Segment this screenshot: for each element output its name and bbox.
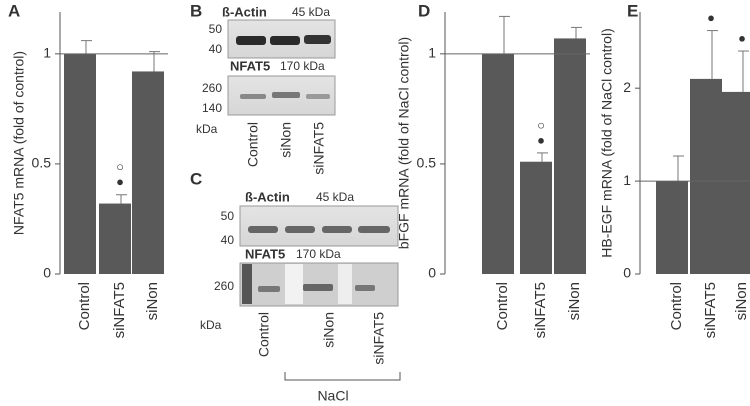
- panel-letter: A: [8, 1, 20, 20]
- x-tick-label: siNon: [566, 282, 583, 320]
- smear: [242, 264, 252, 304]
- significance-marker: ○: [537, 117, 545, 132]
- y-tick-label: 1: [428, 45, 436, 61]
- band: [248, 226, 278, 233]
- significance-marker: ●: [537, 132, 545, 147]
- y-tick-label: 1: [623, 172, 631, 188]
- bar: [64, 53, 96, 274]
- y-tick-label: 0.5: [417, 155, 437, 171]
- significance-marker: ●: [738, 30, 746, 45]
- y-tick-label: 2: [623, 79, 631, 95]
- y-tick-label: 0: [623, 265, 631, 281]
- protein-name: NFAT5: [230, 58, 270, 73]
- group-bracket: [284, 372, 401, 381]
- band: [285, 226, 315, 233]
- band: [355, 285, 375, 291]
- x-tick-label: Control: [668, 282, 685, 330]
- mw-marker: 50: [209, 22, 223, 36]
- y-axis-title: bFGF mRNA (fold of NaCl control): [396, 37, 412, 249]
- x-tick-label: siNon: [733, 282, 750, 320]
- band: [236, 36, 266, 45]
- y-tick-label: 0.5: [32, 155, 52, 171]
- mw-marker: 50: [221, 209, 235, 223]
- mw-marker: 260: [214, 279, 234, 293]
- lane-label: siNon: [278, 122, 294, 158]
- lane-label: siNFAT5: [371, 312, 387, 365]
- panel-letter: C: [190, 169, 202, 188]
- bar: [554, 38, 586, 275]
- y-axis-title: NFAT5 mRNA (fold of control): [11, 51, 27, 235]
- mw-marker: 260: [202, 81, 222, 95]
- mw-marker: 40: [209, 42, 223, 56]
- mw-marker: 40: [221, 233, 235, 247]
- y-tick-label: 1: [43, 45, 51, 61]
- panel-letter: E: [627, 1, 638, 20]
- band: [358, 226, 390, 233]
- x-tick-label: siNFAT5: [532, 282, 549, 338]
- significance-marker: ○: [116, 159, 124, 174]
- significance-marker: ●: [707, 10, 715, 25]
- protein-name: ß-Actin: [245, 189, 290, 204]
- bar: [132, 71, 164, 275]
- bar: [721, 91, 750, 274]
- x-tick-label: siNon: [144, 282, 161, 320]
- lane-label: Control: [256, 312, 272, 357]
- x-tick-label: siNFAT5: [111, 282, 128, 338]
- protein-size: 45 kDa: [292, 5, 330, 19]
- smear: [285, 264, 303, 304]
- band: [322, 226, 352, 233]
- lane-label: siNFAT5: [311, 122, 327, 175]
- smear: [338, 264, 352, 304]
- panel-letter: D: [418, 1, 430, 20]
- band: [306, 94, 330, 99]
- band: [303, 284, 333, 291]
- lane-label: Control: [245, 122, 261, 167]
- protein-size: 45 kDa: [316, 190, 354, 204]
- blot-c: C ß-Actin 45 kDa 50 40 NFAT5 170 kDa 260…: [190, 169, 401, 404]
- y-tick-label: 0: [43, 265, 51, 281]
- x-tick-label: Control: [494, 282, 511, 330]
- y-tick-label: 0: [428, 265, 436, 281]
- band: [240, 94, 266, 99]
- bar: [99, 203, 131, 274]
- band: [272, 92, 300, 98]
- band: [304, 35, 331, 44]
- band: [270, 36, 300, 45]
- bar: [482, 53, 514, 274]
- group-label: NaCl: [317, 388, 348, 404]
- bar: [690, 78, 722, 274]
- x-tick-label: Control: [76, 282, 93, 330]
- protein-size: 170 kDa: [280, 59, 325, 73]
- protein-size: 170 kDa: [296, 247, 341, 261]
- blot-b: B ß-Actin 45 kDa 50 40 NFAT5 170 kDa 260…: [190, 1, 336, 175]
- band: [258, 286, 280, 292]
- x-tick-label: siNFAT5: [702, 282, 719, 338]
- protein-name: NFAT5: [245, 246, 285, 261]
- bar: [656, 181, 688, 274]
- lane-label: siNon: [321, 312, 337, 348]
- bar: [520, 161, 552, 274]
- panel-letter: B: [190, 1, 202, 20]
- mw-marker: 140: [202, 101, 222, 115]
- significance-marker: ●: [116, 174, 124, 189]
- y-axis-title: HB-EGF mRNA (fold of NaCl control): [599, 28, 615, 258]
- unit: kDa: [196, 122, 218, 136]
- protein-name: ß-Actin: [222, 4, 267, 19]
- unit: kDa: [200, 318, 222, 332]
